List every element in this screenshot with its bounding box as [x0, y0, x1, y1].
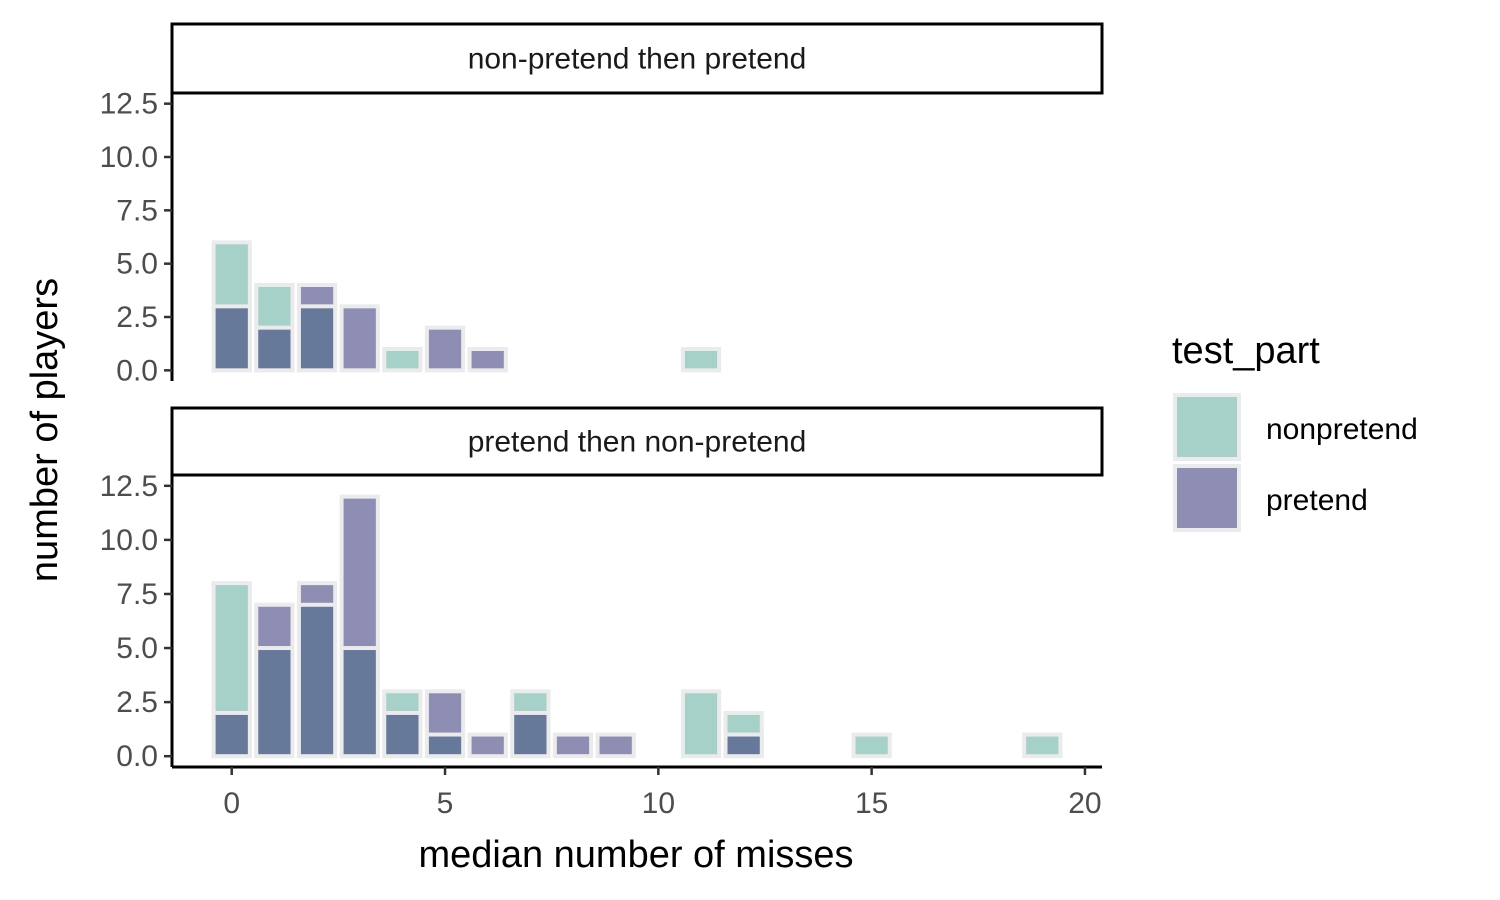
chart-panels: non-pretend then pretend 0.0 2.5 5.0 7.5 10.0… [100, 22, 1104, 820]
bar-overlap [510, 710, 551, 759]
y-tick-label: 10.0 [100, 141, 158, 174]
bar-overlap [424, 732, 466, 759]
facet-panel-1: non-pretend then pretend 0.0 2.5 5.0 7.5 10.0… [100, 22, 1104, 387]
bar-pretend [552, 732, 594, 759]
bar-nonpretend [382, 347, 423, 373]
y-tick-label: 12.5 [100, 470, 158, 503]
bar-nonpretend [680, 347, 722, 373]
legend-label-pretend: pretend [1266, 484, 1368, 517]
legend: test_part nonpretend pretend [1172, 330, 1418, 532]
legend-title: test_part [1172, 330, 1320, 372]
x-tick-label: 20 [1068, 787, 1101, 820]
bar-overlap [296, 304, 338, 373]
bar-pretend [467, 732, 508, 759]
x-axis-title: median number of misses [418, 834, 853, 876]
facet-strip [170, 22, 1104, 95]
legend-label-nonpretend: nonpretend [1266, 413, 1418, 446]
y-tick-label: 2.5 [116, 686, 158, 719]
bar-pretend [339, 304, 380, 373]
y-tick-label: 7.5 [116, 194, 158, 227]
bars [211, 494, 1063, 759]
x-tick-label: 15 [855, 787, 888, 820]
facet-strip-label: non-pretend then pretend [468, 43, 807, 76]
bar-overlap [339, 646, 380, 759]
y-tick-label: 12.5 [100, 88, 158, 121]
legend-key-pretend [1173, 464, 1241, 532]
bar-pretend [424, 325, 466, 373]
y-tick-label: 2.5 [116, 301, 158, 334]
bar-nonpretend [1022, 732, 1063, 759]
y-tick-label: 5.0 [116, 248, 158, 281]
facet-strip [170, 406, 1104, 477]
y-tick-label: 0.0 [116, 354, 158, 387]
x-tick-label: 5 [437, 787, 454, 820]
bar-overlap [211, 710, 252, 759]
y-tick-label: 0.0 [116, 740, 158, 773]
bar-nonpretend [851, 732, 892, 759]
bar-pretend [467, 347, 508, 373]
legend-key-nonpretend [1173, 393, 1241, 461]
bar-overlap [211, 304, 252, 373]
facet-panel-2: pretend then non-pretend 0.0 2.5 5.0 7.5 10.0… [100, 406, 1104, 820]
bar-overlap [296, 602, 338, 759]
facet-strip-label: pretend then non-pretend [468, 426, 807, 459]
y-tick-label: 10.0 [100, 524, 158, 557]
bar-overlap [254, 325, 295, 373]
y-tick-label: 5.0 [116, 632, 158, 665]
bar-nonpretend [680, 689, 722, 759]
bars [211, 240, 722, 373]
x-tick-label: 0 [223, 787, 240, 820]
bar-overlap [254, 646, 295, 759]
bar-pretend [595, 732, 636, 759]
bar-overlap [382, 710, 423, 759]
y-axis-title: number of players [24, 278, 66, 582]
y-tick-label: 7.5 [116, 578, 158, 611]
bar-overlap [723, 732, 764, 759]
x-tick-label: 10 [642, 787, 675, 820]
